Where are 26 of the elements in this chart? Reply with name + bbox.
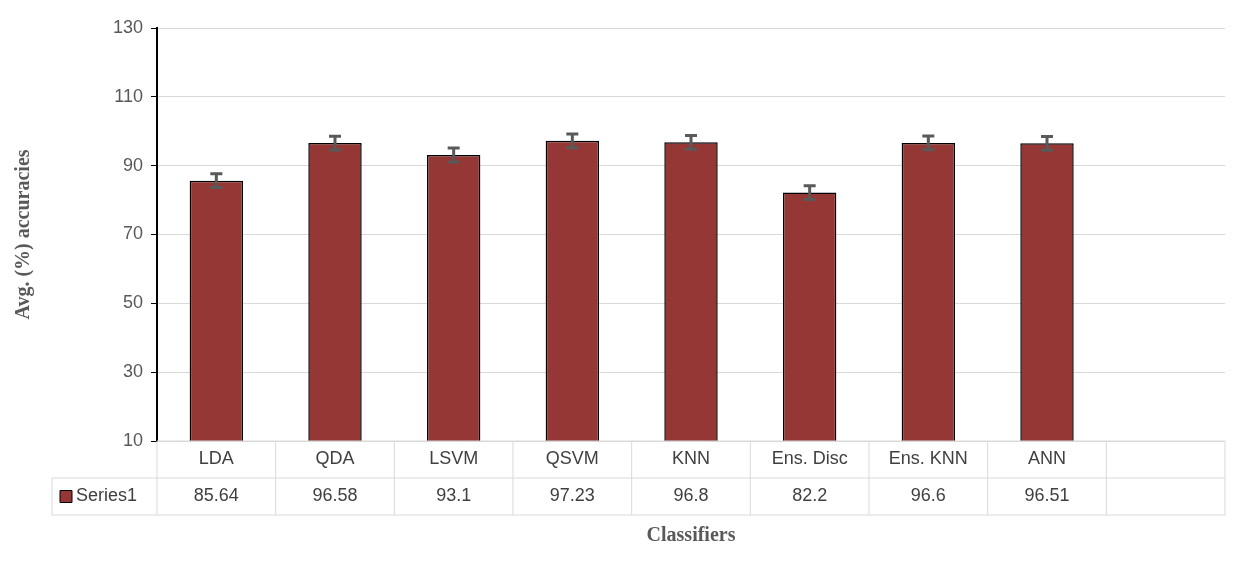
x-tick-label: Ens. Disc xyxy=(771,448,848,469)
x-tick-label: QDA xyxy=(315,448,355,469)
data-label: 96.51 xyxy=(1024,485,1070,506)
x-tick-label: KNN xyxy=(671,448,711,469)
data-label: 82.2 xyxy=(792,485,828,506)
data-label: 96.6 xyxy=(910,485,946,506)
y-tick-label: 30 xyxy=(122,361,143,382)
data-label: 97.23 xyxy=(549,485,595,506)
y-tick-label: 110 xyxy=(114,85,143,106)
x-tick-label: LDA xyxy=(198,448,234,469)
x-axis-title: Classifiers xyxy=(646,523,736,546)
x-tick-label: Ens. KNN xyxy=(888,448,968,469)
y-tick-label: 130 xyxy=(112,16,143,37)
y-tick-label: 10 xyxy=(122,429,143,450)
data-label: 96.58 xyxy=(312,485,358,506)
data-label: 93.1 xyxy=(436,485,472,506)
y-tick-label: 90 xyxy=(122,154,143,175)
x-tick-label: ANN xyxy=(1027,448,1067,469)
x-tick-label: QSVM xyxy=(545,448,599,469)
y-axis-title: Avg. (%) accuracies xyxy=(11,149,35,320)
y-tick-label: 70 xyxy=(122,223,143,244)
data-label: 85.64 xyxy=(193,485,239,506)
y-tick-label: 50 xyxy=(122,292,143,313)
data-label: 96.8 xyxy=(673,485,709,506)
x-tick-label: LSVM xyxy=(429,448,479,469)
legend-label: Series1 xyxy=(76,485,138,506)
